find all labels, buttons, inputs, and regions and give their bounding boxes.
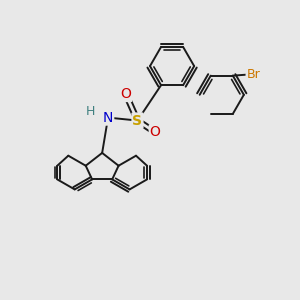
Text: O: O (120, 87, 131, 101)
Text: H: H (86, 105, 95, 118)
Text: Br: Br (247, 68, 260, 81)
Text: N: N (103, 111, 113, 124)
Text: S: S (133, 113, 142, 128)
Text: O: O (150, 125, 160, 139)
